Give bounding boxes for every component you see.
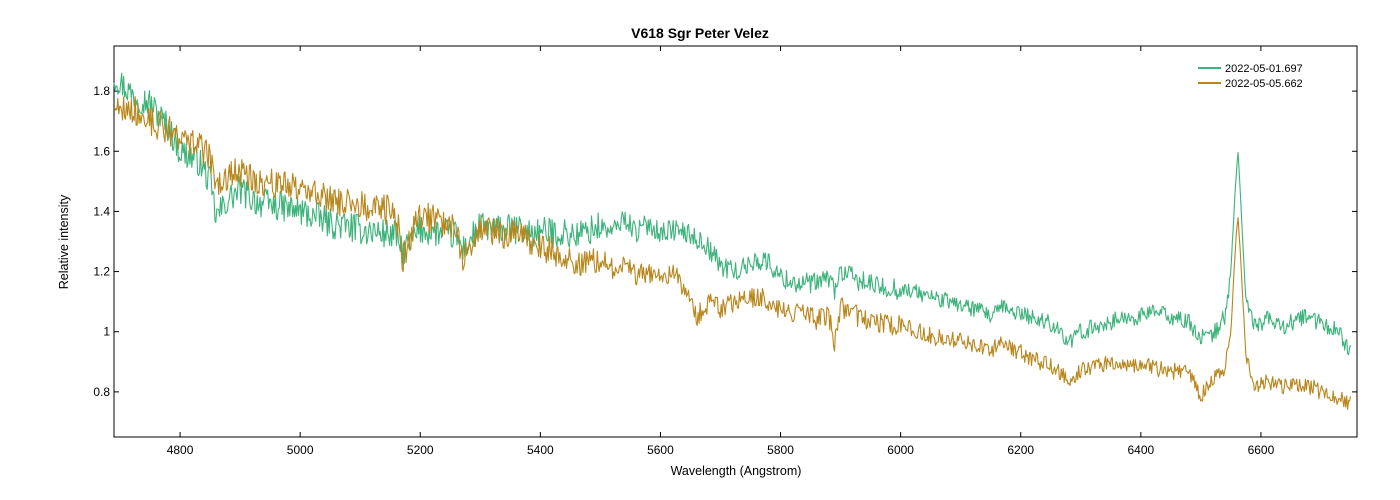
x-tick-label: 5200 [407,443,434,457]
chart-title: V618 Sgr Peter Velez [631,25,769,41]
y-axis-label: Relative intensity [57,194,71,289]
x-axis-label: Wavelength (Angstrom) [671,464,802,478]
x-tick-label: 5800 [767,443,794,457]
x-tick-label: 5400 [527,443,554,457]
x-tick-label: 6600 [1248,443,1275,457]
y-tick-label: 1.6 [93,144,110,158]
plot-frame [113,45,1358,438]
y-tick-label: 1.8 [93,84,110,98]
x-tick-label: 6400 [1127,443,1154,457]
series-line-1 [113,72,1352,356]
x-tick-label: 5600 [647,443,674,457]
series-group [113,72,1352,410]
legend-label-2: 2022-05-05.662 [1225,78,1303,90]
axes: 4800 5000 5200 5400 5600 5800 6000 6200 6400 6600… [93,46,1357,457]
series-line-2 [113,96,1352,410]
x-tick-label: 6200 [1007,443,1034,457]
plot-area-border [113,45,1358,438]
y-tick-label: 0.8 [93,385,110,399]
y-tick-label: 1 [103,325,110,339]
y-tick-label: 1.4 [93,204,110,218]
legend: 2022-05-01.697 2022-05-05.662 [1198,63,1303,90]
y-tick-label: 1.2 [93,265,110,279]
x-tick-label: 5000 [287,443,314,457]
legend-label-1: 2022-05-01.697 [1225,63,1303,75]
x-tick-label: 6000 [887,443,914,457]
x-tick-label: 4800 [167,443,194,457]
